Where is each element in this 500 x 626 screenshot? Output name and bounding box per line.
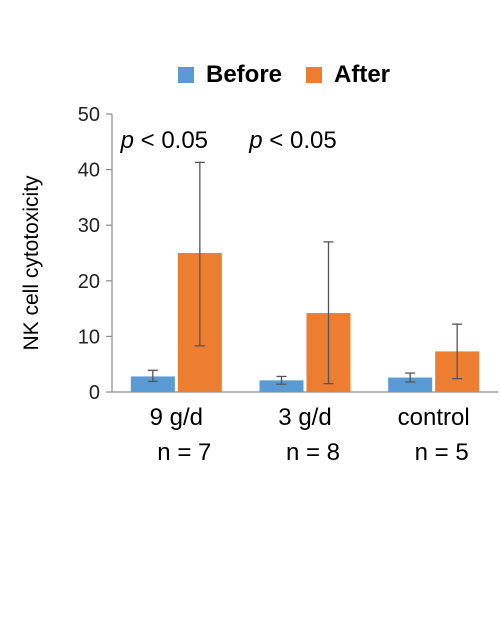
y-axis-label: NK cell cytotoxicity — [20, 175, 43, 351]
bar-before — [388, 377, 433, 392]
p-value-annotation: p < 0.05 — [248, 127, 336, 154]
y-tick-label: 30 — [78, 215, 100, 237]
y-tick-label: 0 — [89, 382, 100, 404]
p-value-annotation: p < 0.05 — [120, 127, 208, 154]
y-tick-label: 20 — [78, 271, 100, 293]
legend-swatch-after — [306, 67, 322, 83]
category-label: control — [398, 404, 470, 431]
category-label: 3 g/d — [278, 404, 331, 431]
category-n-label: n = 8 — [286, 439, 340, 466]
category-n-label: n = 5 — [415, 439, 469, 466]
category-n-label: n = 7 — [157, 439, 211, 466]
p-value-symbol: p — [248, 127, 262, 154]
legend-label-before: Before — [206, 61, 282, 88]
p-value-text: < 0.05 — [134, 127, 208, 154]
y-tick-label: 40 — [78, 160, 100, 182]
category-label: 9 g/d — [150, 404, 203, 431]
p-value-symbol: p — [120, 127, 134, 154]
y-tick-label: 10 — [78, 326, 100, 348]
p-value-text: < 0.05 — [263, 127, 337, 154]
bar-before — [259, 380, 304, 392]
bar-before — [130, 376, 175, 392]
legend-label-after: After — [334, 61, 390, 88]
legend-swatch-before — [178, 67, 194, 83]
y-tick-label: 50 — [78, 104, 100, 126]
